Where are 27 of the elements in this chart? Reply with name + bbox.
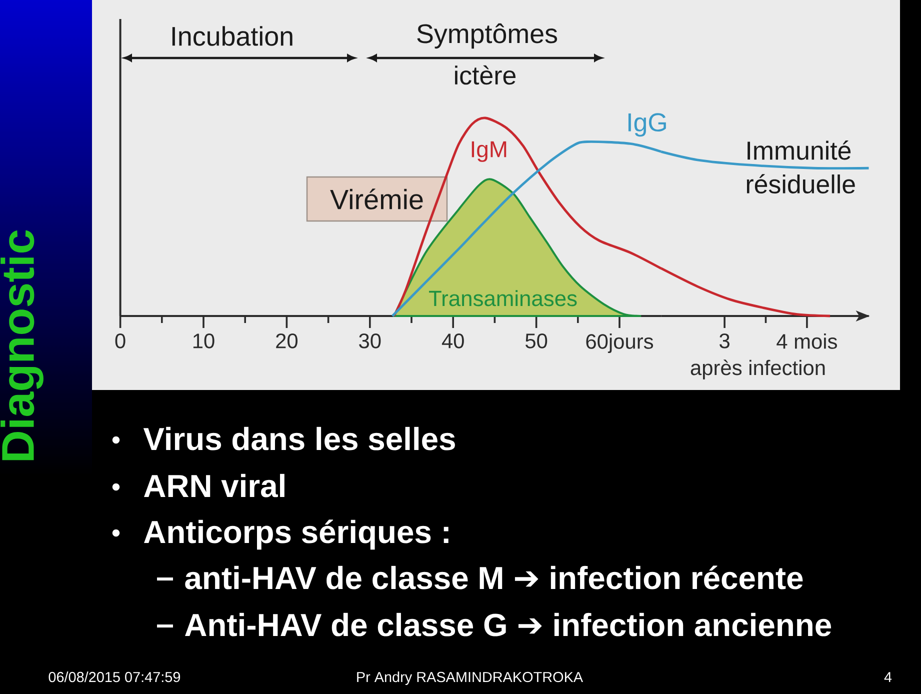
text: Anticorps sériques : (144, 520, 448, 550)
text: Pr Andry RASAMINDRAKOTROKA (357, 672, 584, 685)
text: 06/08/2015 07:47:59 (48, 672, 180, 682)
x-tick-label: 0 (115, 334, 126, 348)
x-tick-label: 4 mois (776, 334, 837, 349)
x-tick-label: 60jours (586, 334, 654, 354)
text: Anti-HAV de classe G ➔ infection ancienne (185, 612, 832, 636)
x-tick-label: 10 (193, 334, 214, 348)
x-tick-label: 40 (442, 334, 464, 348)
x-axis-title: après infection (690, 360, 825, 380)
text: ARN viral (144, 474, 284, 498)
text: Symptômes (417, 23, 558, 49)
text: Diagnostic (0, 230, 44, 460)
text: Incubation (172, 26, 292, 46)
x-tick-label: 50 (526, 334, 548, 348)
text: anti-HAV de classe M ➔ infection récente (185, 566, 803, 590)
text: ictère (455, 65, 516, 85)
x-tick-label: 30 (359, 334, 381, 348)
annotation: Immunité résiduelle (746, 140, 855, 194)
text: 4 (884, 672, 892, 682)
series-label: Transaminases (429, 290, 577, 306)
x-tick-label: 20 (276, 334, 298, 348)
series-label: IgG (628, 113, 666, 137)
series-label: IgM (472, 141, 506, 162)
annotation: Virémie (330, 188, 423, 210)
text: Virus dans les selles (143, 426, 455, 450)
x-tick-label: 3 (720, 334, 730, 348)
